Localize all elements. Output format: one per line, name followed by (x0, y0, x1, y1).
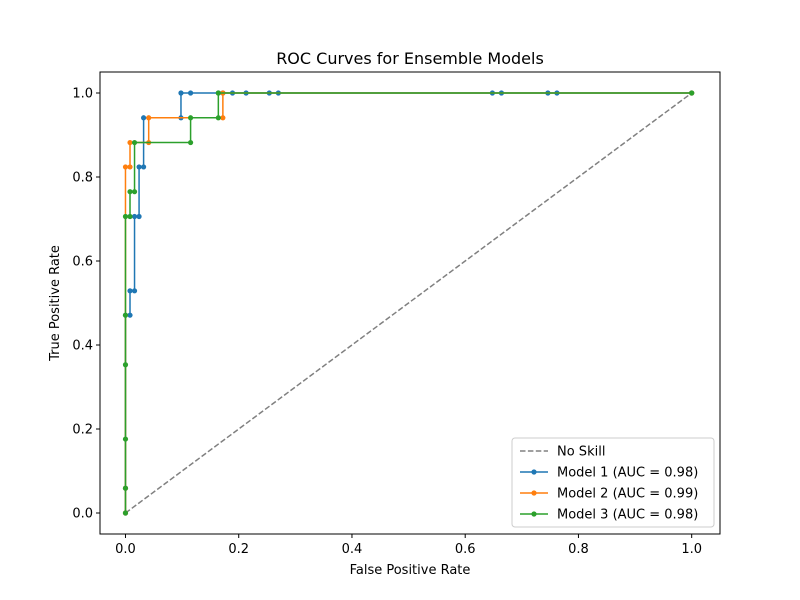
data-point (127, 164, 133, 170)
data-point (131, 213, 138, 220)
y-tick-label: 0.2 (72, 423, 93, 438)
legend-label: No Skill (557, 445, 605, 460)
chart-title: ROC Curves for Ensemble Models (276, 49, 544, 68)
data-point (140, 164, 147, 170)
data-point (127, 139, 133, 146)
legend-marker (531, 511, 537, 517)
data-point (178, 90, 184, 96)
legend-item: Model 2 (AUC = 0.99) (520, 487, 698, 502)
data-point (136, 164, 142, 170)
data-point (127, 189, 133, 195)
y-axis-label: True Positive Rate (48, 245, 63, 362)
data-point (122, 436, 129, 442)
data-point (187, 115, 194, 121)
data-point (127, 288, 133, 294)
legend-item: Model 1 (AUC = 0.98) (520, 466, 698, 481)
series-no-skill (125, 92, 693, 514)
data-point (122, 213, 129, 220)
y-tick-label: 0.4 (72, 339, 93, 354)
y-tick-label: 1.0 (72, 87, 93, 102)
y-axis: 0.0 0.2 0.4 0.6 0.8 1.0 (72, 87, 100, 522)
legend-item: No Skill (520, 445, 605, 460)
x-tick-label: 0.4 (342, 542, 363, 557)
y-tick-label: 0.8 (72, 171, 93, 186)
x-tick-label: 0.8 (568, 542, 589, 557)
data-point (122, 485, 129, 491)
data-point (122, 362, 129, 368)
legend-box (511, 437, 715, 528)
x-tick-label: 0.6 (455, 542, 476, 557)
x-tick-label: 0.2 (228, 542, 249, 557)
legend: No Skill Model 1 (AUC = 0.98) Model 2 (AUC… (511, 437, 715, 528)
legend-label: Model 1 (AUC = 0.98) (557, 466, 698, 481)
data-point (689, 90, 695, 96)
y-tick-label: 0.0 (72, 507, 93, 522)
series-model-3 (122, 90, 695, 516)
y-tick-label: 0.6 (72, 255, 93, 270)
data-point (127, 213, 133, 220)
plot-area (122, 90, 695, 516)
data-point (122, 312, 129, 318)
x-axis-label: False Positive Rate (350, 563, 471, 578)
data-point (136, 213, 142, 220)
legend-marker (531, 469, 537, 475)
data-point (127, 312, 133, 318)
data-point (215, 115, 221, 121)
data-point (220, 115, 226, 121)
data-point (122, 510, 129, 516)
data-point (131, 139, 138, 146)
legend-label: Model 3 (AUC = 0.98) (557, 508, 698, 523)
legend-label: Model 2 (AUC = 0.99) (557, 487, 698, 502)
x-tick-label: 1.0 (681, 542, 702, 557)
data-point (146, 115, 152, 121)
legend-marker (531, 490, 537, 496)
plot-frame (99, 71, 721, 535)
series-line (125, 92, 693, 514)
x-axis: 0.0 0.2 0.4 0.6 0.8 1.0 (115, 534, 702, 557)
data-point (140, 115, 147, 121)
data-point (131, 288, 138, 294)
data-point (187, 139, 194, 146)
data-point (215, 90, 221, 96)
x-tick-label: 0.0 (115, 542, 136, 557)
legend-item: Model 3 (AUC = 0.98) (520, 508, 698, 523)
data-point (131, 189, 138, 195)
data-point (187, 90, 194, 96)
data-point (122, 164, 129, 170)
